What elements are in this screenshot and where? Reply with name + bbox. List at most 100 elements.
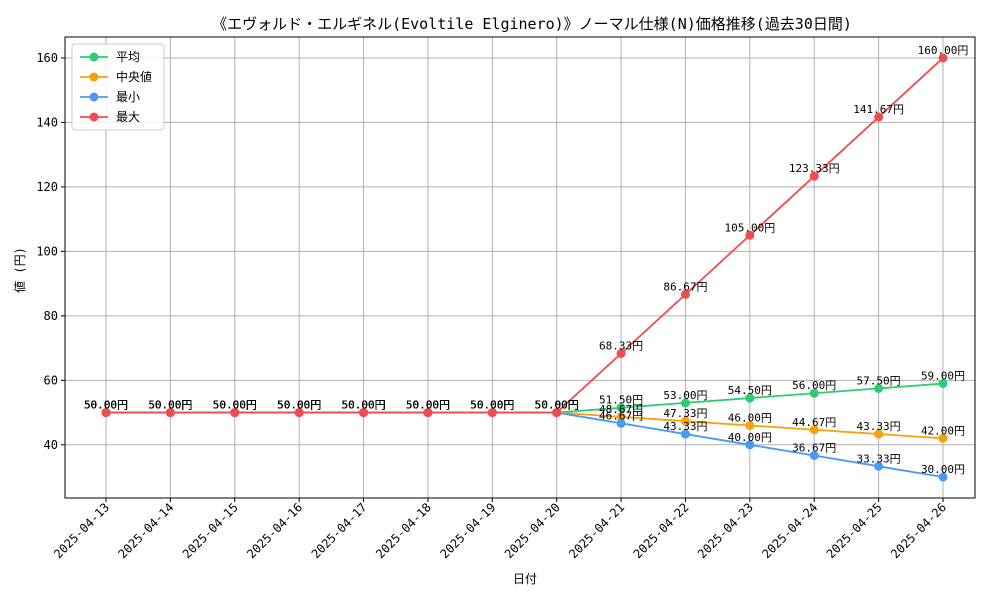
data-label: 50.00円 <box>470 399 514 412</box>
y-tick-label: 140 <box>36 115 58 129</box>
x-tick-label: 2025-04-16 <box>244 500 305 561</box>
data-point <box>874 429 884 439</box>
data-label: 50.00円 <box>213 399 257 412</box>
data-label: 50.00円 <box>213 399 257 412</box>
data-label: 50.00円 <box>341 399 385 412</box>
data-label: 50.00円 <box>341 399 385 412</box>
data-label: 50.00円 <box>213 399 257 412</box>
data-point <box>809 171 819 181</box>
chart-title: 《エヴォルド・エルギネル(Evoltile Elginero)》ノーマル仕様(N… <box>212 15 852 33</box>
data-label: 53.00円 <box>663 389 707 402</box>
data-point <box>938 472 948 482</box>
data-label: 48.67円 <box>599 403 643 416</box>
data-label: 50.00円 <box>406 399 450 412</box>
data-point <box>680 429 690 439</box>
data-label: 141.67円 <box>853 103 904 116</box>
x-tick-label: 2025-04-17 <box>309 500 370 561</box>
data-label: 50.00円 <box>406 399 450 412</box>
data-label: 160.00円 <box>918 44 969 57</box>
data-point <box>680 289 690 299</box>
legend-label: 中央値 <box>116 69 152 84</box>
data-label: 30.00円 <box>921 463 965 476</box>
x-tick-label: 2025-04-13 <box>51 500 112 561</box>
data-label: 43.33円 <box>857 420 901 433</box>
data-point <box>616 418 626 428</box>
data-point <box>809 451 819 461</box>
data-label: 105.00円 <box>724 221 775 234</box>
x-tick-label: 2025-04-14 <box>116 500 177 561</box>
legend-label: 最小 <box>116 90 140 104</box>
x-tick-label: 2025-04-24 <box>759 500 820 561</box>
data-label: 50.00円 <box>535 399 579 412</box>
legend-marker <box>89 92 99 102</box>
y-tick-label: 80 <box>44 309 58 323</box>
data-label: 50.00円 <box>148 399 192 412</box>
data-label: 50.00円 <box>535 399 579 412</box>
x-tick-label: 2025-04-19 <box>437 500 498 561</box>
data-label: 50.00円 <box>470 399 514 412</box>
x-tick-label: 2025-04-20 <box>502 500 563 561</box>
data-point <box>616 403 626 413</box>
y-tick-label: 120 <box>36 180 58 194</box>
data-label: 42.00円 <box>921 424 965 437</box>
y-tick-label: 100 <box>36 244 58 258</box>
data-point <box>874 383 884 393</box>
legend-label: 平均 <box>116 50 140 64</box>
series-line-3 <box>106 57 944 414</box>
data-label: 57.50円 <box>857 374 901 387</box>
legend-marker <box>89 112 99 122</box>
grid <box>65 37 975 498</box>
data-point <box>874 461 884 471</box>
data-label: 59.00円 <box>921 370 965 383</box>
data-label: 54.50円 <box>728 384 772 397</box>
data-label: 50.00円 <box>406 399 450 412</box>
series-layer <box>101 53 948 482</box>
data-point <box>745 420 755 430</box>
data-point <box>680 398 690 408</box>
data-label: 50.00円 <box>84 399 128 412</box>
data-label: 51.50円 <box>599 394 643 407</box>
x-tick-label: 2025-04-25 <box>824 500 885 561</box>
data-point <box>230 408 240 418</box>
data-point <box>938 53 948 63</box>
data-point <box>874 112 884 122</box>
data-label: 50.00円 <box>341 399 385 412</box>
x-axis-label: 日付 <box>513 572 537 586</box>
data-label: 50.00円 <box>277 399 321 412</box>
data-point <box>938 433 948 443</box>
data-label: 47.33円 <box>663 407 707 420</box>
x-tick-label: 2025-04-18 <box>373 500 434 561</box>
data-label: 86.67円 <box>663 280 707 293</box>
data-point <box>616 348 626 358</box>
data-label: 50.00円 <box>213 399 257 412</box>
data-label: 44.67円 <box>792 416 836 429</box>
data-point <box>745 440 755 450</box>
x-tick-label: 2025-04-22 <box>631 500 692 561</box>
data-label: 50.00円 <box>470 399 514 412</box>
data-point <box>809 388 819 398</box>
data-point <box>165 408 175 418</box>
x-tick-label: 2025-04-23 <box>695 500 756 561</box>
data-label: 50.00円 <box>535 399 579 412</box>
data-point <box>423 408 433 418</box>
data-point <box>487 408 497 418</box>
data-label: 50.00円 <box>406 399 450 412</box>
legend-marker <box>89 52 99 62</box>
data-point <box>616 412 626 422</box>
data-label: 50.00円 <box>277 399 321 412</box>
data-point <box>294 408 304 418</box>
data-label: 50.00円 <box>277 399 321 412</box>
data-point <box>745 230 755 240</box>
y-axis-label: 値 (円) <box>12 247 27 293</box>
plot-area-frame <box>64 36 976 499</box>
data-point <box>938 379 948 389</box>
data-label: 50.00円 <box>84 399 128 412</box>
y-tick-label: 60 <box>44 373 58 387</box>
data-label: 46.67円 <box>599 409 643 422</box>
data-label: 50.00円 <box>148 399 192 412</box>
data-label: 36.67円 <box>792 442 836 455</box>
legend-box <box>71 43 165 131</box>
data-label: 50.00円 <box>84 399 128 412</box>
data-point <box>101 408 111 418</box>
